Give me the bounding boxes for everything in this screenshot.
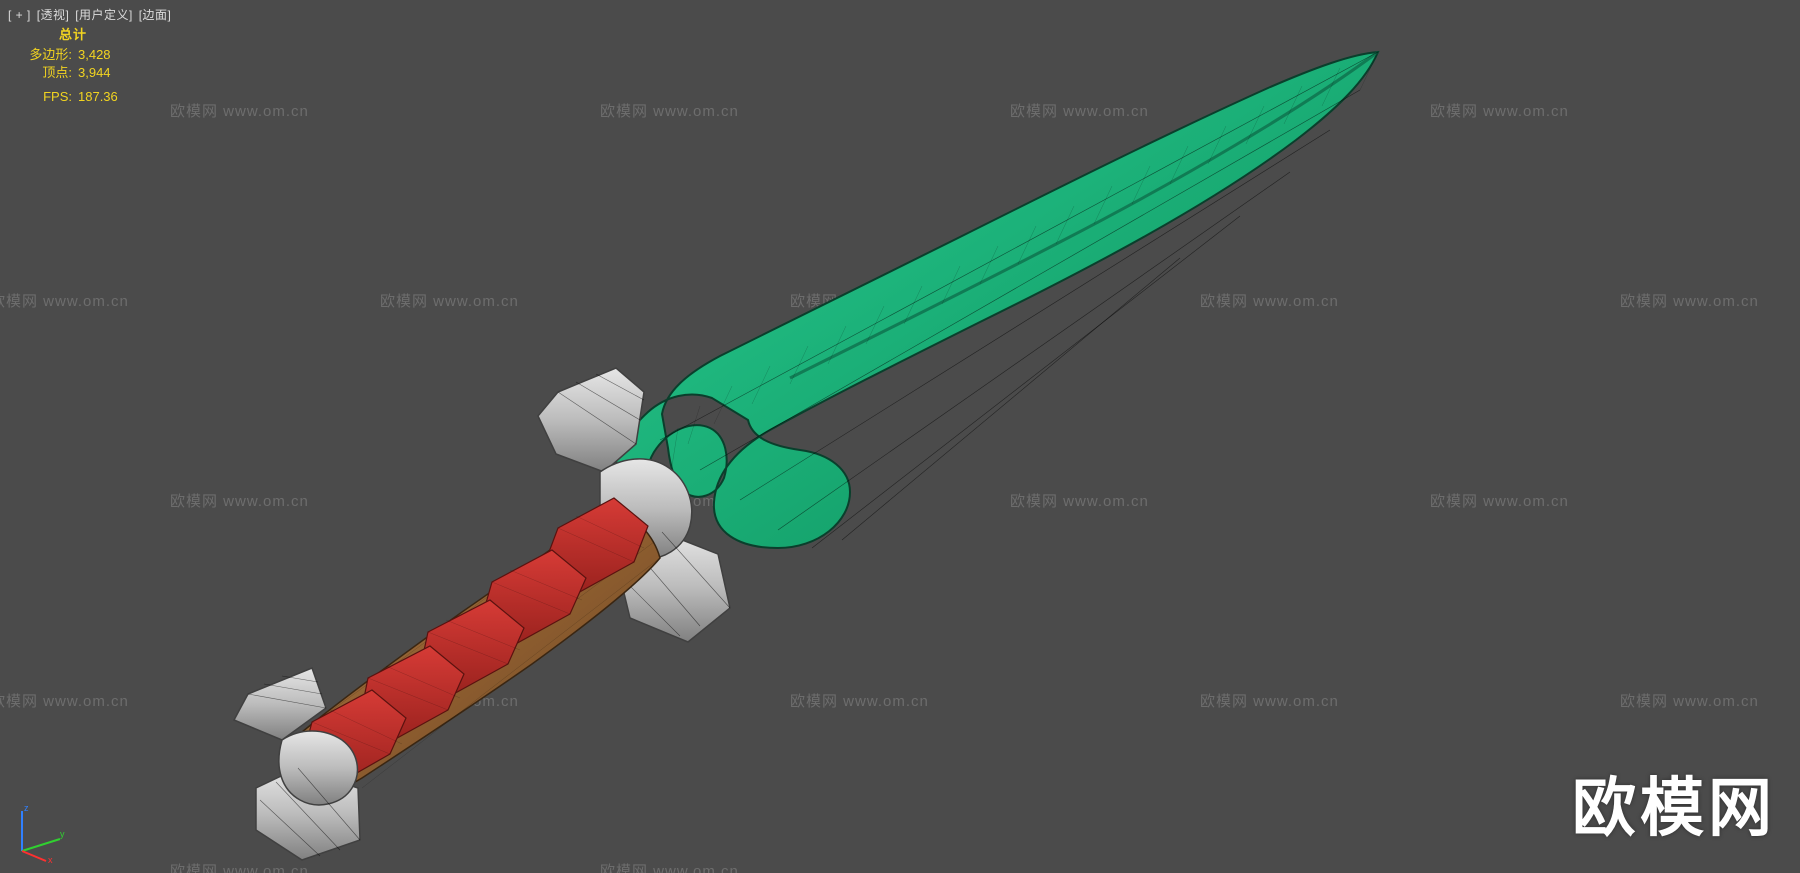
stats-poly-label: 多边形: xyxy=(28,46,72,64)
viewport-statistics: 总计 多边形: 3,428 顶点: 3,944 FPS: 187.36 xyxy=(28,26,118,106)
svg-text:z: z xyxy=(24,803,29,813)
stats-vert-value: 3,944 xyxy=(78,64,118,82)
vp-label-maximize[interactable]: [ + ] xyxy=(8,8,31,22)
blade xyxy=(614,52,1378,548)
svg-text:x: x xyxy=(48,855,53,863)
svg-text:y: y xyxy=(60,829,65,839)
stats-header: 总计 xyxy=(28,26,118,44)
viewport-labels[interactable]: [ + ] [透视] [用户定义] [边面] xyxy=(8,6,173,23)
stats-fps-label: FPS: xyxy=(28,88,72,106)
viewport-3d[interactable]: 欧模网 www.om.cn欧模网 www.om.cn欧模网 www.om.cn欧… xyxy=(0,0,1800,873)
handle-wraps xyxy=(304,498,648,786)
vp-label-perspective[interactable]: [透视] xyxy=(37,8,70,22)
vp-label-edgedfaces[interactable]: [边面] xyxy=(139,8,172,22)
pommel-collar xyxy=(279,731,358,805)
brand-logo-text: 欧模网 xyxy=(1572,757,1776,849)
axis-gizmo[interactable]: z y x xyxy=(10,803,70,863)
vp-label-userdefined[interactable]: [用户定义] xyxy=(75,8,133,22)
model-dagger[interactable] xyxy=(0,0,1800,873)
stats-poly-value: 3,428 xyxy=(78,46,118,64)
stats-vert-label: 顶点: xyxy=(28,64,72,82)
stats-fps-value: 187.36 xyxy=(78,88,118,106)
